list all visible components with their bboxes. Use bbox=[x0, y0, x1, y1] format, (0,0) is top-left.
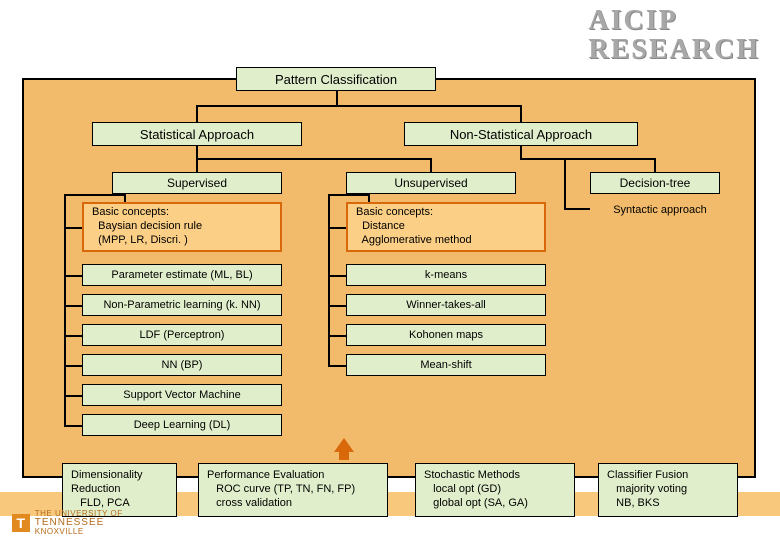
connector bbox=[196, 158, 430, 160]
connector bbox=[328, 365, 346, 367]
connector bbox=[564, 158, 566, 208]
connector bbox=[520, 158, 654, 160]
connector bbox=[328, 335, 346, 337]
node-unsup-meanshift: Mean-shift bbox=[346, 354, 546, 376]
connector bbox=[196, 105, 520, 107]
connector bbox=[328, 227, 346, 229]
node-sup-basic: Basic concepts: Baysian decision rule (M… bbox=[82, 202, 282, 252]
node-sup-ldf: LDF (Perceptron) bbox=[82, 324, 282, 346]
node-root: Pattern Classification bbox=[236, 67, 436, 91]
connector bbox=[520, 146, 522, 158]
aicip-logo: AICIP RESEARCH bbox=[588, 6, 760, 65]
node-sup-nn: NN (BP) bbox=[82, 354, 282, 376]
connector bbox=[336, 91, 338, 105]
node-decision-tree: Decision-tree bbox=[590, 172, 720, 194]
node-sup-nonparam: Non-Parametric learning (k. NN) bbox=[82, 294, 282, 316]
connector bbox=[64, 194, 124, 196]
t-logo-icon: T bbox=[12, 514, 30, 532]
connector bbox=[430, 158, 432, 172]
logo-line2: RESEARCH bbox=[588, 35, 760, 64]
connector bbox=[64, 335, 82, 337]
university-watermark: T THE UNIVERSITY OF TENNESSEE KNOXVILLE bbox=[12, 510, 123, 536]
connector bbox=[654, 158, 656, 172]
connector bbox=[328, 305, 346, 307]
logo-line1: AICIP bbox=[588, 6, 760, 35]
connector bbox=[196, 158, 198, 172]
node-stoch: Stochastic Methods local opt (GD) global… bbox=[415, 463, 575, 517]
connector bbox=[328, 194, 330, 365]
node-syntactic: Syntactic approach bbox=[590, 200, 730, 220]
node-sup-param: Parameter estimate (ML, BL) bbox=[82, 264, 282, 286]
arrow-up-icon bbox=[334, 438, 354, 452]
node-unsup-wta: Winner-takes-all bbox=[346, 294, 546, 316]
connector bbox=[64, 305, 82, 307]
diagram-canvas: Pattern Classification Statistical Appro… bbox=[22, 78, 756, 478]
node-unsup-kohonen: Kohonen maps bbox=[346, 324, 546, 346]
connector bbox=[64, 275, 82, 277]
connector bbox=[64, 425, 82, 427]
wm-line3: KNOXVILLE bbox=[35, 527, 84, 536]
node-unsup-kmeans: k-means bbox=[346, 264, 546, 286]
node-statistical: Statistical Approach bbox=[92, 122, 302, 146]
connector bbox=[368, 194, 370, 202]
node-fusion: Classifier Fusion majority voting NB, BK… bbox=[598, 463, 738, 517]
node-unsup-basic: Basic concepts: Distance Agglomerative m… bbox=[346, 202, 546, 252]
connector bbox=[328, 194, 368, 196]
connector bbox=[196, 146, 198, 158]
connector bbox=[64, 395, 82, 397]
connector bbox=[64, 365, 82, 367]
node-supervised: Supervised bbox=[112, 172, 282, 194]
connector bbox=[328, 275, 346, 277]
connector bbox=[196, 105, 198, 122]
node-unsupervised: Unsupervised bbox=[346, 172, 516, 194]
connector bbox=[64, 227, 82, 229]
node-sup-dl: Deep Learning (DL) bbox=[82, 414, 282, 436]
connector bbox=[564, 208, 590, 210]
node-nonstatistical: Non-Statistical Approach bbox=[404, 122, 638, 146]
connector bbox=[520, 105, 522, 122]
connector bbox=[124, 194, 126, 202]
node-sup-svm: Support Vector Machine bbox=[82, 384, 282, 406]
connector bbox=[64, 194, 66, 425]
node-perf: Performance Evaluation ROC curve (TP, TN… bbox=[198, 463, 388, 517]
